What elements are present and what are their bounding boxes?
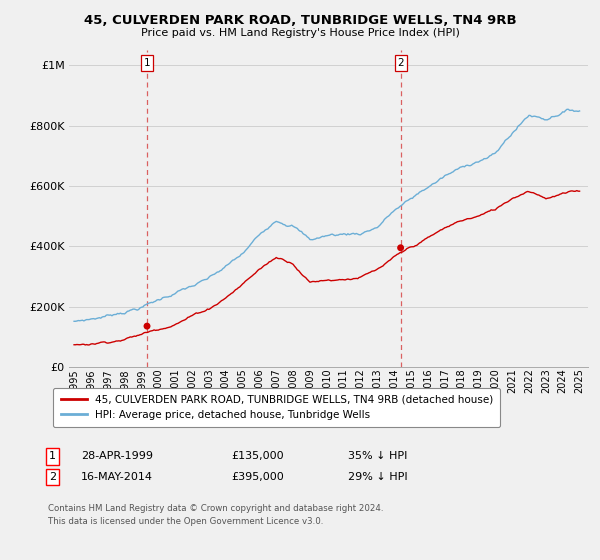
Text: Price paid vs. HM Land Registry's House Price Index (HPI): Price paid vs. HM Land Registry's House … [140,28,460,38]
Point [396,243,406,252]
Text: £395,000: £395,000 [231,472,284,482]
Point [142,321,152,330]
Legend: 45, CULVERDEN PARK ROAD, TUNBRIDGE WELLS, TN4 9RB (detached house), HPI: Average: 45, CULVERDEN PARK ROAD, TUNBRIDGE WELLS… [53,388,500,427]
Text: 2: 2 [49,472,56,482]
Text: £135,000: £135,000 [231,451,284,461]
Text: This data is licensed under the Open Government Licence v3.0.: This data is licensed under the Open Gov… [48,517,323,526]
Text: 45, CULVERDEN PARK ROAD, TUNBRIDGE WELLS, TN4 9RB: 45, CULVERDEN PARK ROAD, TUNBRIDGE WELLS… [83,14,517,27]
Text: 2: 2 [397,58,404,68]
Text: Contains HM Land Registry data © Crown copyright and database right 2024.: Contains HM Land Registry data © Crown c… [48,504,383,513]
Text: 35% ↓ HPI: 35% ↓ HPI [348,451,407,461]
Text: 28-APR-1999: 28-APR-1999 [81,451,153,461]
Text: 1: 1 [144,58,151,68]
Text: 29% ↓ HPI: 29% ↓ HPI [348,472,407,482]
Text: 16-MAY-2014: 16-MAY-2014 [81,472,153,482]
Text: 1: 1 [49,451,56,461]
